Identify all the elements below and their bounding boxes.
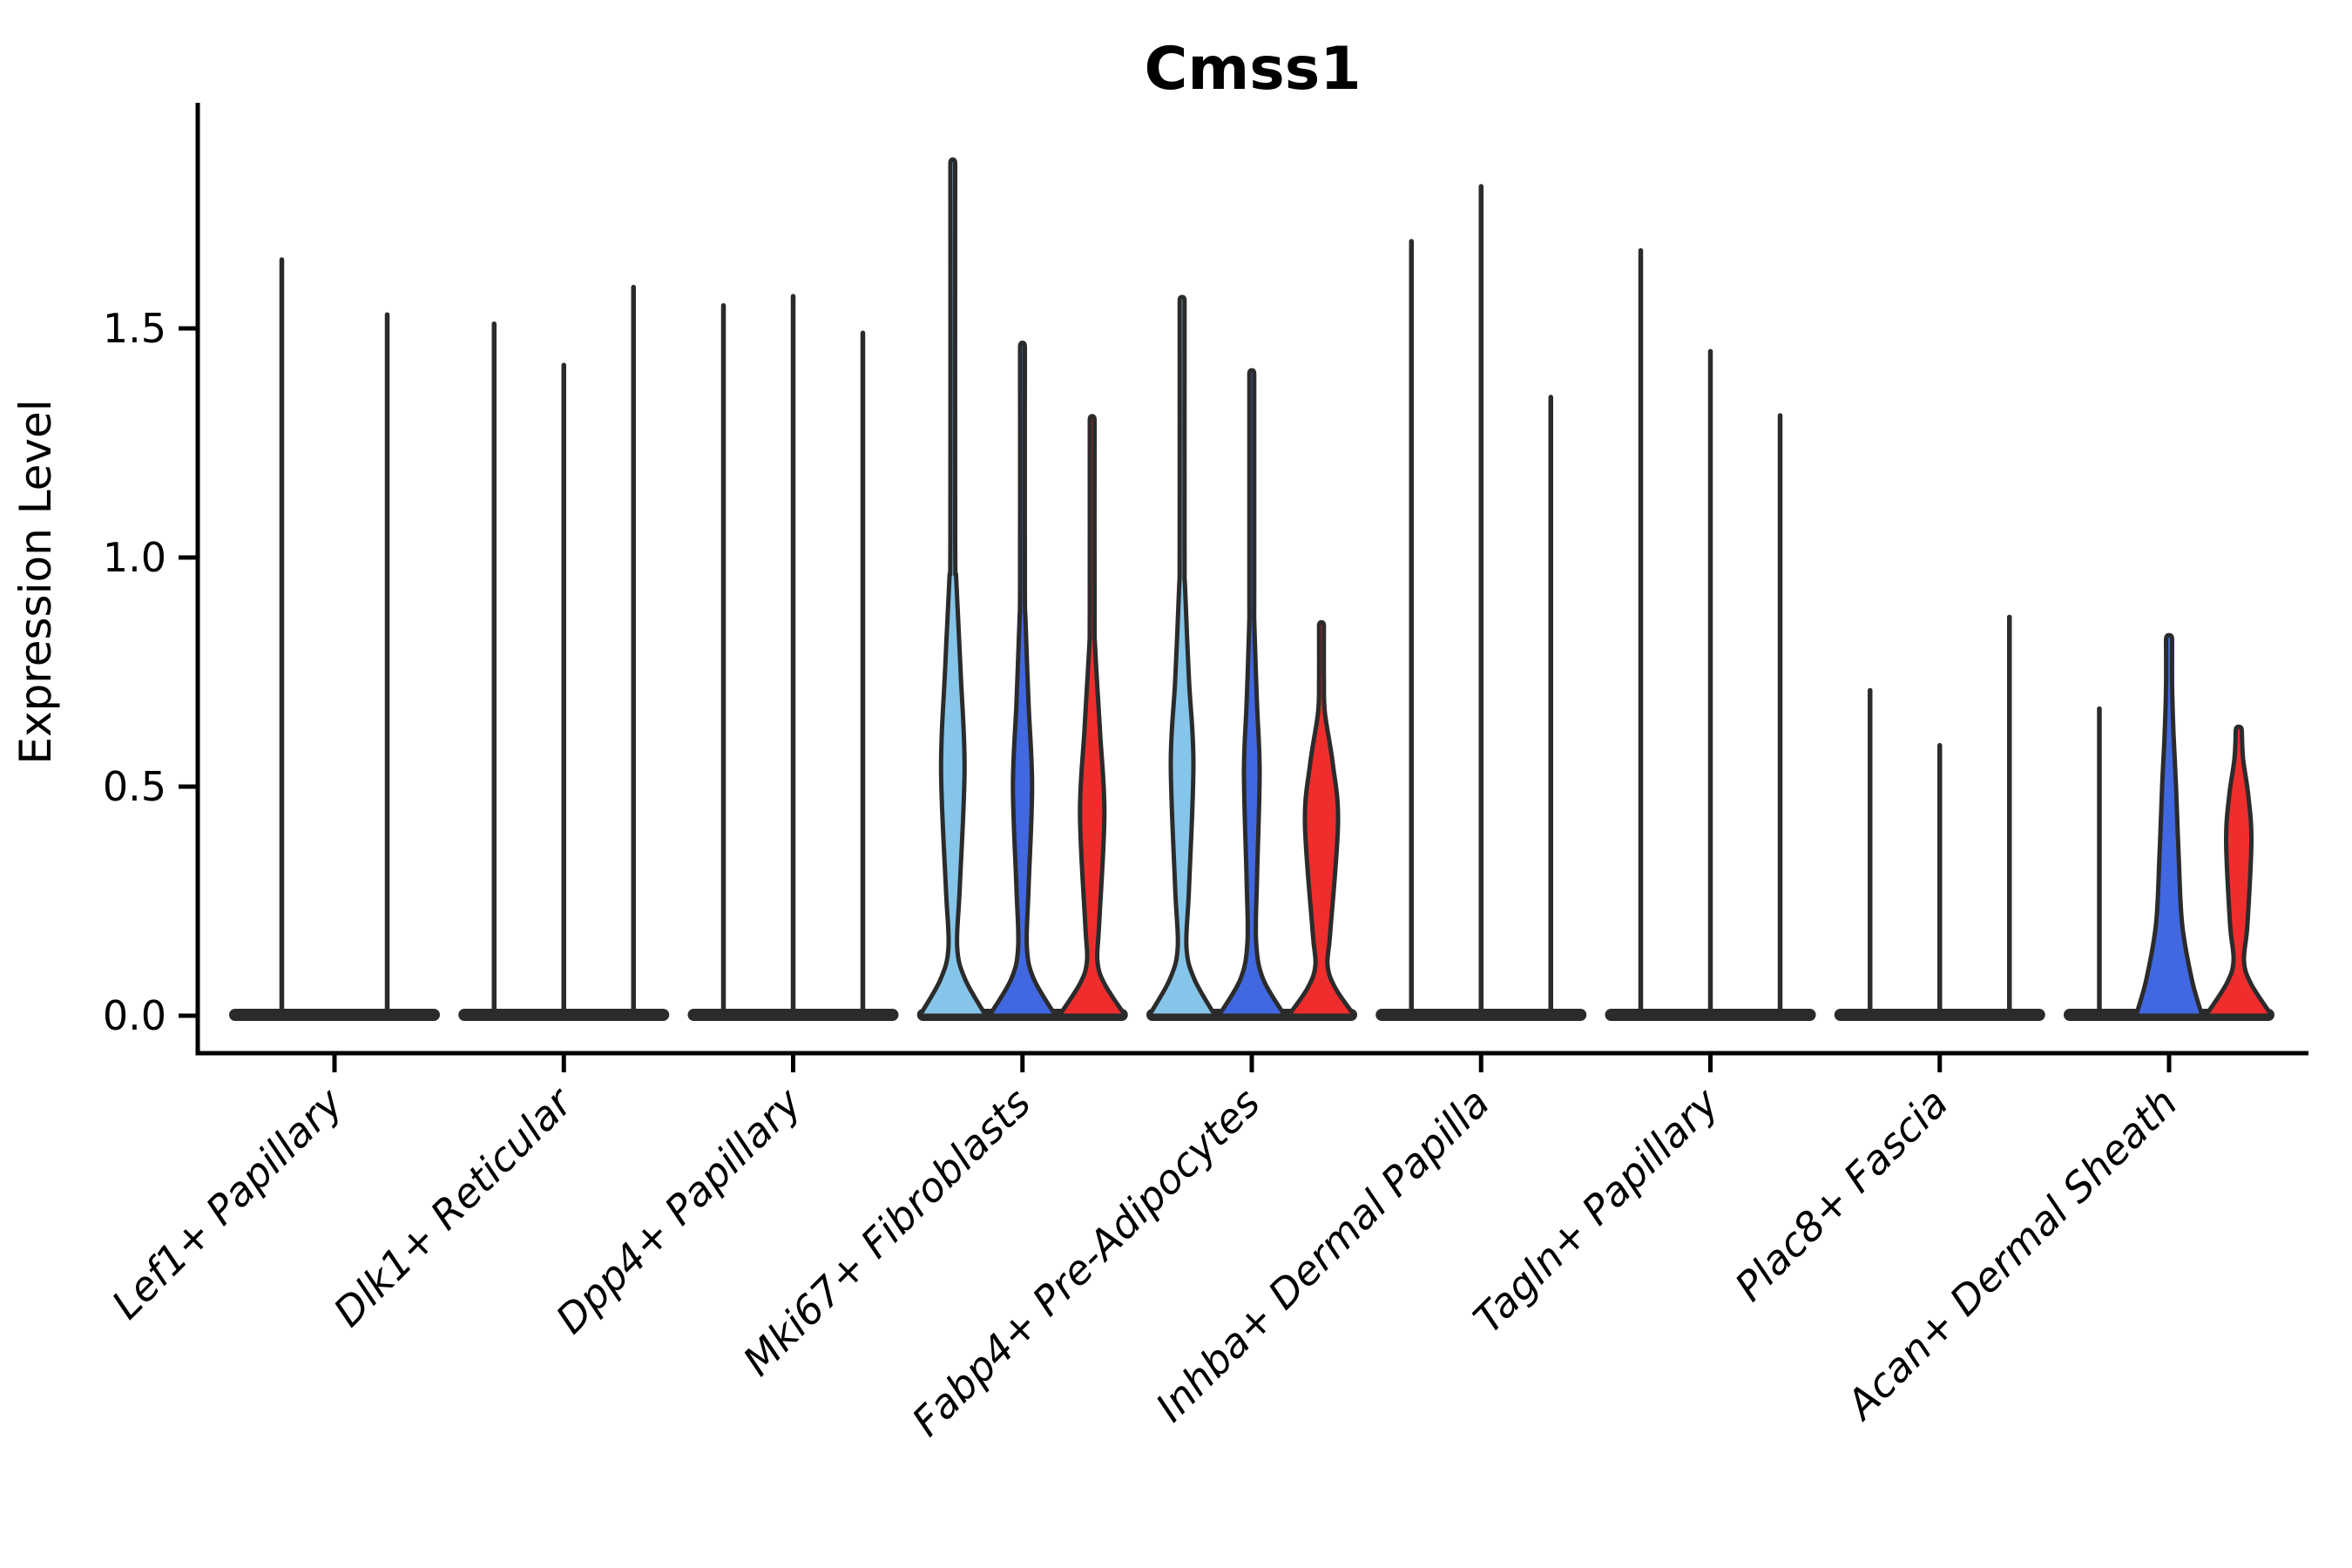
violin-darkblue	[2133, 632, 2205, 1018]
x-tick-label: Plac8+ Fascia	[1726, 1079, 1957, 1310]
x-tick-label: Dlk1+ Reticular	[324, 1077, 583, 1335]
x-tick-label: Lef1+ Papillary	[103, 1078, 352, 1328]
x-tick-label: Dpp4+ Papillary	[547, 1078, 811, 1342]
violin-baseline	[229, 1009, 440, 1021]
violin-lightblue	[917, 157, 989, 1018]
violin-lightblue	[1146, 294, 1218, 1018]
violin-red	[1057, 414, 1128, 1018]
y-axis-label: Expression Level	[10, 399, 61, 764]
violin-darkblue	[987, 341, 1058, 1018]
violin-red	[2203, 724, 2274, 1018]
y-tick-label: 1.0	[103, 534, 166, 581]
x-tick-label: Tagln+ Papillary	[1464, 1078, 1728, 1342]
violin-darkblue	[1216, 368, 1288, 1018]
y-tick-label: 1.5	[103, 305, 166, 352]
y-tick-label: 0.0	[103, 992, 166, 1039]
violin-red	[1286, 619, 1357, 1018]
y-tick-label: 0.5	[103, 763, 166, 810]
plot-title: Cmss1	[1144, 35, 1361, 104]
